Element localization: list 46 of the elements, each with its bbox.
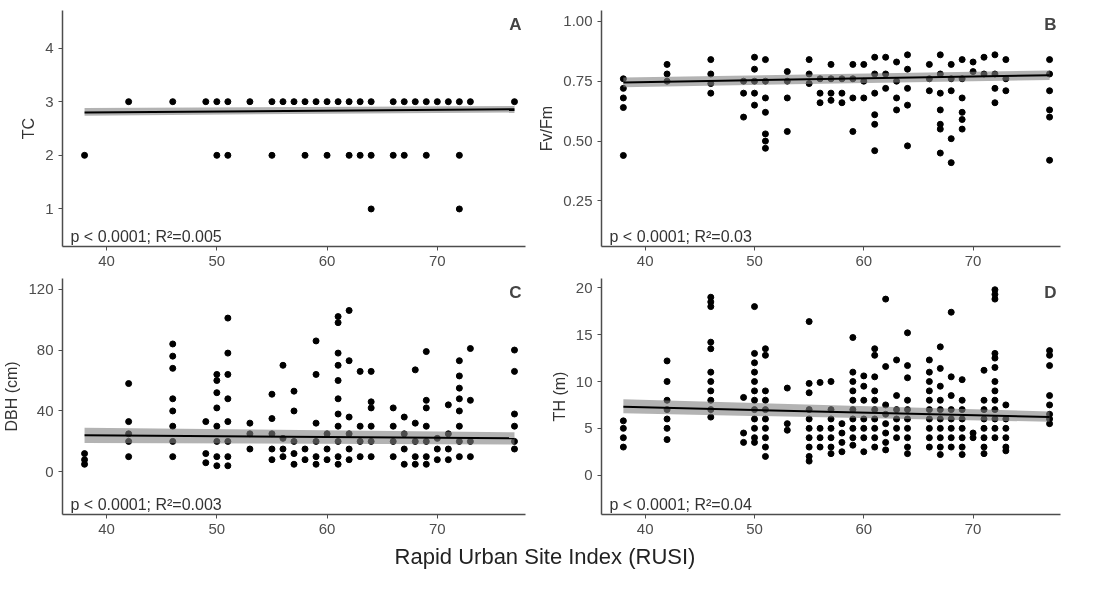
x-tick-label: 60: [318, 251, 336, 269]
y-axis-title: TC: [20, 117, 38, 140]
y-tick-label: 4: [45, 39, 54, 57]
x-tick-label: 50: [208, 519, 226, 537]
y-tick-label: 3: [45, 92, 54, 110]
y-axis-title: Fv/Fm: [538, 105, 556, 152]
x-tick-label: 40: [636, 519, 654, 537]
y-tick-label: 20: [575, 278, 593, 296]
x-tick-label: 70: [964, 519, 982, 537]
chart-title: C: [509, 282, 522, 302]
y-tick-label: 1.00: [563, 12, 593, 30]
y-tick-label: 5: [584, 419, 593, 437]
x-tick-label: 50: [208, 251, 226, 269]
y-tick-label: 40: [36, 401, 54, 419]
y-tick-label: 15: [575, 325, 593, 343]
annotation: p < 0.0001; R²=0.04: [609, 495, 752, 513]
y-tick-label: 2: [45, 146, 54, 164]
y-tick-label: 120: [28, 280, 54, 298]
y-tick-label: 0.75: [563, 72, 593, 90]
x-tick-label: 60: [855, 251, 873, 269]
annotation: p < 0.0001; R²=0.03: [609, 227, 752, 245]
y-tick-label: 80: [36, 341, 54, 359]
x-tick-label: 60: [318, 519, 336, 537]
x-tick-label: 40: [98, 251, 115, 269]
x-tick-label: 70: [428, 519, 446, 537]
y-tick-label: 0.50: [563, 132, 593, 150]
x-tick-label: 40: [98, 519, 115, 537]
y-tick-label: 0: [584, 466, 593, 484]
annotation: p < 0.0001; R²=0.005: [70, 227, 222, 245]
x-tick-label: 50: [746, 519, 763, 537]
x-tick-label: 70: [964, 251, 982, 269]
x-tick-label: 40: [636, 251, 654, 269]
chart-title: D: [1044, 282, 1057, 302]
y-axis-title: TH (m): [550, 371, 568, 422]
x-tick-label: 50: [746, 251, 763, 269]
y-axis-title: DBH (cm): [3, 361, 21, 432]
x-axis-title: Rapid Urban Site Index (RUSI): [394, 543, 696, 571]
y-tick-label: 1: [45, 199, 54, 217]
x-tick-label: 60: [855, 519, 873, 537]
chart-title: B: [1044, 14, 1057, 34]
y-tick-label: 0.25: [563, 191, 593, 209]
y-tick-label: 0: [45, 462, 54, 480]
annotation: p < 0.0001; R²=0.003: [70, 495, 222, 513]
chart-title: A: [509, 14, 522, 34]
y-tick-label: 10: [575, 372, 593, 390]
x-tick-label: 70: [428, 251, 446, 269]
